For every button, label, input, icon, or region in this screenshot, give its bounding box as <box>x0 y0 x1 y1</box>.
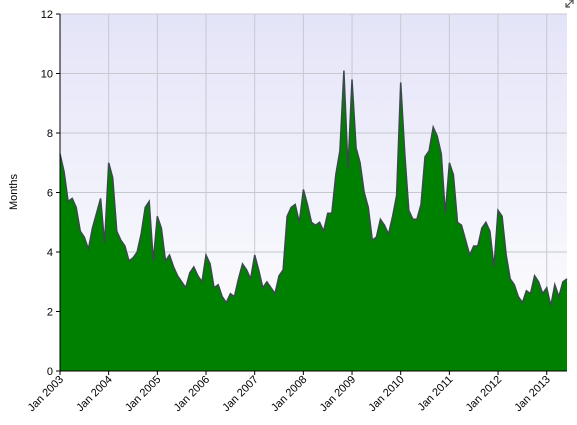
y-tick-label: 0 <box>47 366 53 378</box>
x-tick-label: Jan 2010 <box>366 374 406 414</box>
marks <box>59 70 568 371</box>
y-tick-label: 2 <box>47 307 53 319</box>
x-tick-label: Jan 2012 <box>464 374 504 414</box>
x-tick-label: Jan 2004 <box>74 374 114 414</box>
y-tick-label: 8 <box>47 128 53 140</box>
y-tick-label: 4 <box>47 247 53 259</box>
x-tick-label: Jan 2009 <box>318 374 358 414</box>
x-tick-label: Jan 2003 <box>26 374 66 414</box>
x-tick-label: Jan 2011 <box>416 374 456 414</box>
y-tick-label: 12 <box>41 9 53 21</box>
y-axis-label: Months <box>8 173 20 210</box>
area-outline <box>59 70 568 306</box>
y-tick-label: 10 <box>41 69 53 81</box>
x-tick-label: Jan 2006 <box>172 374 212 414</box>
x-tick-label: Jan 2005 <box>123 374 163 414</box>
x-tick-label: Jan 2008 <box>269 374 309 414</box>
x-tick-label: Jan 2007 <box>220 374 260 414</box>
x-tick-label: Jan 2013 <box>512 374 552 414</box>
area <box>60 70 567 371</box>
resize-icon[interactable] <box>565 0 574 8</box>
y-tick-label: 6 <box>47 188 53 200</box>
